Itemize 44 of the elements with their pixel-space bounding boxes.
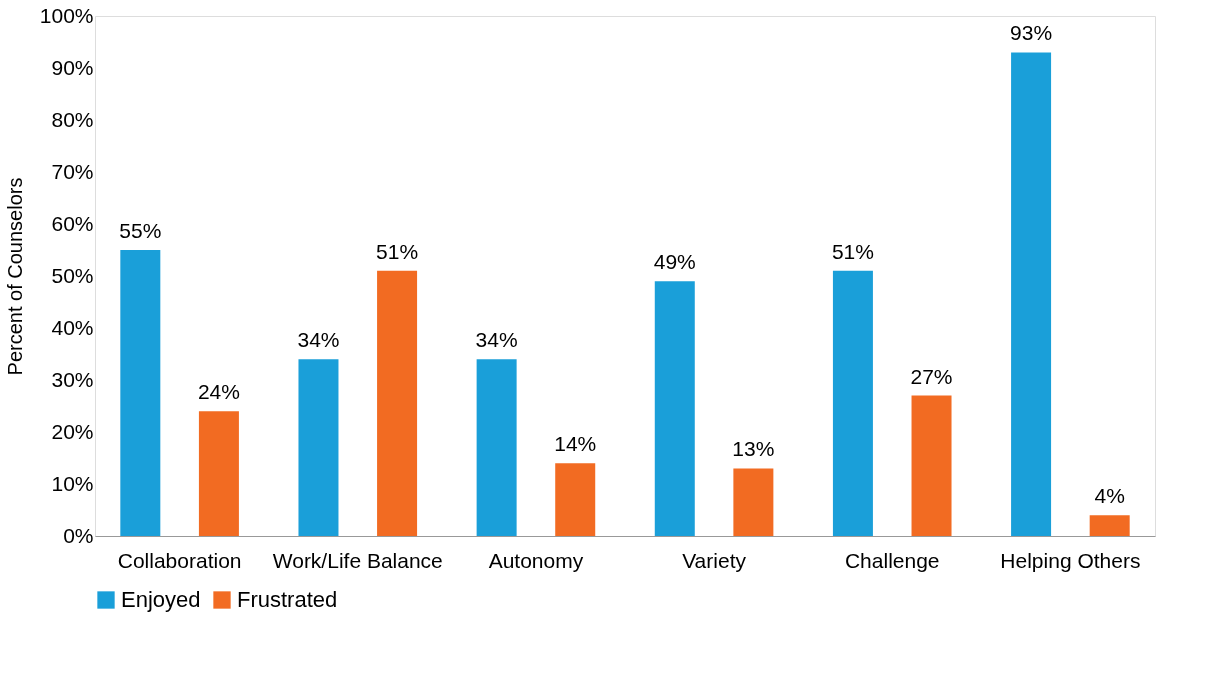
data-label: 27% [910, 364, 953, 388]
data-label: 49% [653, 250, 696, 274]
data-label: 51% [831, 239, 874, 263]
bar [733, 468, 774, 536]
y-tick-label: 10% [51, 471, 94, 495]
data-label: 51% [376, 239, 419, 263]
bar [1089, 515, 1130, 536]
y-tick-label: 80% [51, 107, 94, 131]
y-tick-label: 60% [51, 211, 94, 235]
x-tick-label: Variety [682, 548, 747, 572]
bar [1011, 52, 1052, 536]
x-tick-label: Collaboration [117, 548, 242, 572]
data-label: 34% [297, 328, 340, 352]
bar [377, 270, 418, 536]
data-label: 55% [119, 219, 162, 242]
bar [120, 250, 161, 536]
data-label: 13% [732, 437, 775, 461]
bar [555, 463, 596, 536]
y-tick-label: 40% [51, 315, 94, 339]
bar [298, 359, 339, 536]
bar [476, 359, 517, 536]
y-tick-label: 50% [51, 263, 94, 287]
legend-label: Frustrated [237, 587, 338, 612]
bar [198, 411, 239, 536]
y-tick-label: 30% [51, 367, 94, 391]
x-tick-label: Challenge [844, 548, 940, 572]
data-label: 93% [1010, 21, 1053, 45]
x-tick-label: Autonomy [488, 548, 584, 572]
data-label: 4% [1094, 484, 1125, 508]
y-tick-label: 0% [63, 523, 94, 547]
y-axis-title: Percent of Counselors [3, 177, 26, 376]
y-tick-label: 90% [51, 55, 94, 79]
y-tick-label: 100% [39, 3, 94, 27]
data-label: 24% [197, 380, 240, 404]
y-tick-label: 70% [51, 159, 94, 183]
bar [911, 395, 952, 536]
data-label: 14% [554, 432, 597, 456]
bar [654, 281, 695, 536]
legend-label: Enjoyed [121, 587, 201, 612]
y-tick-label: 20% [51, 419, 94, 443]
data-label: 34% [475, 328, 518, 352]
bar [832, 270, 873, 536]
x-tick-label: Work/Life Balance [272, 548, 443, 572]
x-tick-label: Helping Others [1000, 548, 1141, 572]
